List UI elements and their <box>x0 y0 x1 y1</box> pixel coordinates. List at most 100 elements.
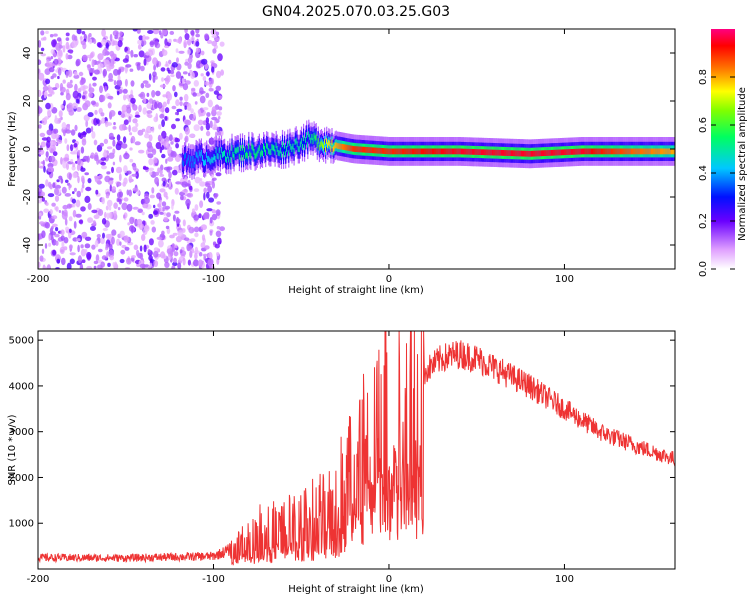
spectrogram-signal-cell <box>546 150 548 156</box>
spectrogram-signal-cell <box>413 148 415 155</box>
spectrogram-signal-cell <box>226 157 228 163</box>
spectrogram-noise-dot <box>215 85 222 92</box>
spectrogram-noise-dot <box>166 227 171 235</box>
spectrogram-noise-dot <box>131 255 136 259</box>
spectrogram-noise-dot <box>154 176 160 185</box>
spectrogram-signal-cell <box>534 150 536 157</box>
spectrogram-signal-cell <box>246 151 248 158</box>
spectrogram-signal-cell <box>446 148 448 155</box>
spectrogram-signal-cell <box>656 148 658 155</box>
spectrogram-noise-dot <box>116 134 121 142</box>
spectrogram-noise-dot <box>214 243 220 249</box>
spectrogram-noise-dot <box>101 255 107 260</box>
spectrogram-signal-cell <box>516 150 518 157</box>
spectrogram-noise-dot <box>74 83 78 92</box>
spectrogram-signal-cell <box>566 149 568 155</box>
spectrogram-noise-dot <box>87 34 90 43</box>
spectrogram-signal-cell <box>232 151 234 158</box>
spectrogram-noise-dot <box>120 249 126 255</box>
spectrogram-noise-dot <box>158 199 162 206</box>
spectrogram-noise-dot <box>56 179 60 183</box>
spectrogram-signal-cell <box>457 148 459 155</box>
spectrogram-noise-dot <box>85 120 89 128</box>
spectrogram-noise-dot <box>157 167 161 173</box>
spectrogram-noise-dot <box>215 172 222 177</box>
spectrogram-signal-cell <box>636 148 638 155</box>
spectrogram-noise-dot <box>81 138 87 146</box>
spectrogram-signal-cell <box>563 149 565 156</box>
spectrogram-noise-dot <box>121 110 125 115</box>
spectrogram-noise-dot <box>184 135 189 143</box>
spectrogram-noise-dot <box>56 137 59 142</box>
spectrogram-noise-dot <box>57 67 62 76</box>
spectrogram-noise-dot <box>52 223 58 228</box>
spectrogram-signal-cell <box>455 148 457 155</box>
spectrogram-noise-dot <box>199 181 206 187</box>
spectrogram-noise-dot <box>151 126 155 133</box>
spectrogram-noise-dot <box>205 92 210 99</box>
spectrogram-noise-dot <box>123 177 128 185</box>
spectrogram-signal-cell <box>355 146 357 152</box>
spectrogram-noise-dot <box>80 187 84 193</box>
spectrogram-noise-dot <box>191 247 194 254</box>
spectrogram-signal-cell <box>444 148 446 155</box>
spectrogram-signal-cell <box>265 149 267 156</box>
spectrogram-noise-dot <box>73 221 77 229</box>
spectrogram-signal-cell <box>666 148 668 155</box>
spectrogram-noise-dot <box>40 30 45 36</box>
spectrogram-noise-dot <box>46 264 51 269</box>
spectrogram-signal-cell <box>648 148 650 155</box>
spectrogram-signal-cell <box>459 148 462 155</box>
spectrogram-noise-dot <box>78 71 84 77</box>
spectrogram-signal-cell <box>374 147 376 154</box>
spectrogram-noise-dot <box>94 109 98 115</box>
spectrogram-noise-dot <box>158 30 162 35</box>
spectrogram-signal-cell <box>273 145 275 152</box>
spectrogram-signal-cell <box>655 148 657 155</box>
spectrogram-signal-cell <box>197 155 199 162</box>
spectrogram-noise-dot <box>99 85 103 94</box>
spectrogram-signal-cell <box>438 148 440 155</box>
spectrogram-noise-dot <box>69 50 73 54</box>
spectrogram-signal-cell <box>371 147 373 154</box>
spectrogram-noise-dot <box>41 137 49 141</box>
spectrogram-noise-dot <box>92 220 96 226</box>
spectrogram-noise-dot <box>49 155 56 163</box>
spectrogram-signal-cell <box>527 150 529 157</box>
spectrogram-noise-dot <box>84 248 88 255</box>
spectrogram-noise-dot <box>211 213 218 221</box>
spectrogram-noise-dot <box>106 212 110 220</box>
spectrogram-noise-dot <box>118 199 122 205</box>
spectrogram-signal-cell <box>379 147 381 154</box>
spectrogram-noise-dot <box>117 192 122 199</box>
spectrogram-signal-cell <box>641 148 643 155</box>
spectrogram-noise-dot <box>217 53 223 62</box>
spectrogram-signal-cell <box>312 138 314 145</box>
spectrogram-signal-cell <box>238 153 240 160</box>
spectrogram-noise-dot <box>115 32 119 37</box>
spectrogram-signal-cell <box>316 142 318 149</box>
spectrogram-signal-cell <box>494 149 496 156</box>
spectrogram-signal-cell <box>359 146 361 153</box>
spectrogram-noise-dot <box>78 219 83 224</box>
spectrogram-signal-cell <box>227 152 229 159</box>
spectrogram-signal-cell <box>230 157 232 163</box>
spectrogram-noise-dot <box>50 56 54 60</box>
spectrogram-signal-cell <box>646 148 648 155</box>
spectrogram-signal-cell <box>668 148 670 155</box>
spectrogram-signal-cell <box>296 141 298 148</box>
spectrogram-noise-dot <box>181 189 189 193</box>
spectrogram-noise-dot <box>195 41 200 47</box>
spectrogram-signal-cell <box>304 144 306 151</box>
spectrogram-noise-dot <box>161 201 167 207</box>
spectrogram-noise-dot <box>52 73 57 78</box>
spectrogram-noise-dot <box>208 87 214 92</box>
spectrogram-noise-dot <box>102 152 108 158</box>
spectrogram-signal-cell <box>287 141 289 147</box>
spectrogram-noise-dot <box>153 260 159 268</box>
spectrogram-noise-dot <box>61 257 66 266</box>
x-tick-label: -200 <box>27 274 50 285</box>
spectrogram-noise-dot <box>105 42 110 49</box>
spectrogram-noise-dot <box>173 165 180 171</box>
spectrogram-noise-dot <box>90 126 94 132</box>
